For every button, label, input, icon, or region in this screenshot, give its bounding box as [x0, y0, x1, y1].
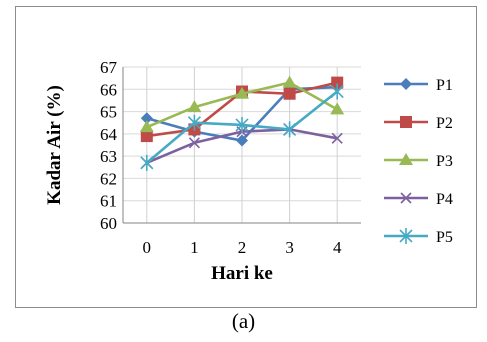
y-tick-label: 61	[100, 192, 117, 211]
legend-marker	[400, 78, 412, 90]
y-tick-label: 65	[100, 103, 117, 122]
y-tick-label: 67	[100, 58, 118, 77]
legend-marker	[400, 116, 412, 128]
legend-label: P4	[436, 191, 453, 208]
x-tick-label: 3	[285, 238, 294, 257]
data-point	[140, 112, 153, 125]
legend-label: P3	[436, 153, 453, 170]
x-tick-label: 2	[238, 238, 247, 257]
legend-entry-p1: P1	[384, 77, 453, 94]
y-tick-label: 64	[100, 125, 118, 144]
figure-caption: (a)	[231, 309, 256, 333]
y-axis-title: Kadar Air (%)	[44, 85, 65, 205]
y-tick-label: 66	[100, 80, 117, 99]
x-tick-label: 1	[190, 238, 199, 257]
legend-entry-p5: P5	[384, 228, 453, 246]
data-point	[235, 116, 249, 133]
x-axis-title: Hari ke	[211, 263, 273, 284]
legend-label: P5	[436, 229, 453, 246]
data-point	[235, 86, 249, 99]
legend-marker	[399, 228, 413, 244]
legend-label: P1	[436, 77, 453, 94]
data-point	[283, 87, 296, 100]
data-point	[330, 83, 344, 100]
legend-entry-p3: P3	[384, 153, 453, 170]
chart-frame: 60 61 62 63 64 65 66 67 0 1 2 3 4 Hari ke Kadar Air (%…	[15, 6, 477, 308]
line-chart: 60 61 62 63 64 65 66 67 0 1 2 3 4 Hari ke Kadar Air (%…	[44, 58, 453, 284]
data-point	[187, 114, 201, 131]
series-p5	[140, 83, 344, 171]
data-point	[330, 102, 345, 115]
data-point	[139, 120, 154, 133]
legend-entry-p2: P2	[384, 115, 453, 132]
y-tick-label: 63	[100, 147, 117, 166]
x-tick-label: 0	[143, 238, 152, 257]
data-point	[187, 100, 202, 113]
data-point	[331, 132, 343, 144]
data-point	[236, 134, 248, 147]
y-tick-label: 60	[100, 214, 117, 233]
data-point	[188, 137, 200, 149]
y-tick-label: 62	[100, 169, 117, 188]
legend-label: P2	[436, 115, 453, 132]
data-point	[331, 76, 344, 89]
data-point	[140, 130, 153, 143]
data-point	[282, 75, 297, 88]
legend-entry-p4: P4	[384, 191, 453, 208]
legend-marker	[400, 192, 412, 204]
series-p3	[139, 75, 345, 133]
data-point	[140, 154, 154, 171]
x-tick-label: 4	[333, 238, 342, 257]
legend-marker	[399, 153, 413, 165]
data-point	[283, 121, 297, 138]
